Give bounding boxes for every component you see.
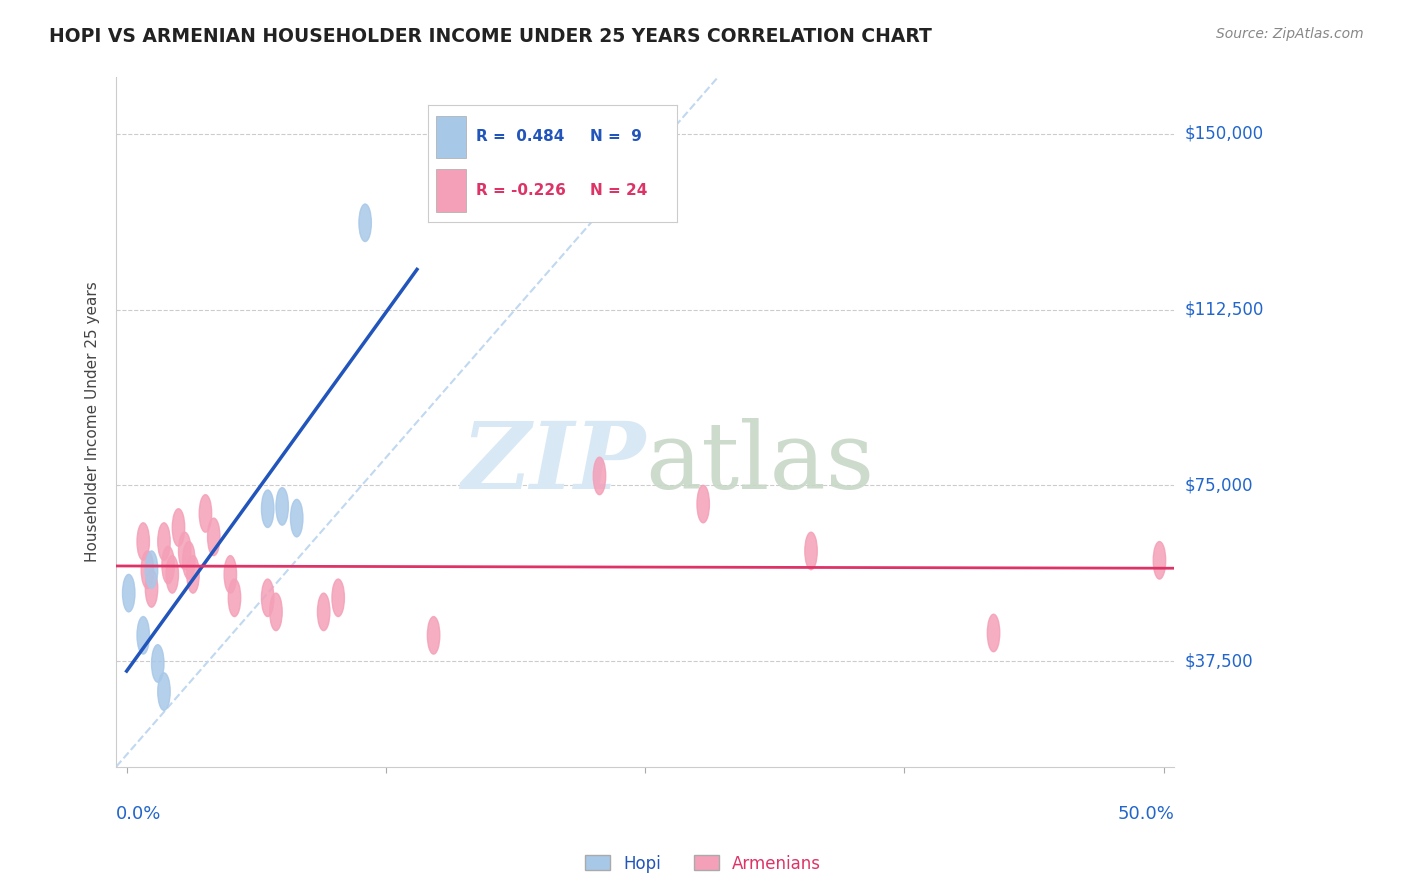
Ellipse shape	[145, 551, 157, 589]
Ellipse shape	[262, 490, 274, 527]
Ellipse shape	[162, 546, 174, 583]
Ellipse shape	[122, 574, 135, 612]
Ellipse shape	[183, 541, 195, 579]
Ellipse shape	[224, 556, 236, 593]
Ellipse shape	[270, 593, 283, 631]
Ellipse shape	[187, 556, 200, 593]
Text: Source: ZipAtlas.com: Source: ZipAtlas.com	[1216, 27, 1364, 41]
Ellipse shape	[208, 518, 219, 556]
Ellipse shape	[804, 533, 817, 570]
Ellipse shape	[291, 500, 302, 537]
Ellipse shape	[157, 523, 170, 560]
Ellipse shape	[276, 488, 288, 525]
Text: atlas: atlas	[645, 418, 875, 508]
Legend: Hopi, Armenians: Hopi, Armenians	[578, 848, 828, 880]
Ellipse shape	[332, 579, 344, 616]
Text: $37,500: $37,500	[1185, 652, 1254, 670]
Ellipse shape	[145, 570, 157, 607]
Text: ZIP: ZIP	[461, 418, 645, 508]
Ellipse shape	[157, 673, 170, 710]
Text: $75,000: $75,000	[1185, 476, 1254, 494]
Ellipse shape	[179, 533, 191, 570]
Ellipse shape	[987, 615, 1000, 652]
Ellipse shape	[136, 523, 149, 560]
Ellipse shape	[359, 204, 371, 242]
Text: $150,000: $150,000	[1185, 125, 1264, 143]
Ellipse shape	[593, 458, 606, 495]
Text: $112,500: $112,500	[1185, 301, 1264, 318]
Ellipse shape	[136, 616, 149, 654]
Ellipse shape	[200, 495, 212, 533]
Ellipse shape	[141, 551, 153, 589]
Text: 0.0%: 0.0%	[117, 805, 162, 823]
Y-axis label: Householder Income Under 25 years: Householder Income Under 25 years	[86, 282, 100, 562]
Ellipse shape	[173, 508, 184, 546]
Text: 50.0%: 50.0%	[1118, 805, 1174, 823]
Ellipse shape	[166, 556, 179, 593]
Ellipse shape	[697, 485, 710, 523]
Ellipse shape	[1153, 541, 1166, 579]
Ellipse shape	[318, 593, 330, 631]
Text: HOPI VS ARMENIAN HOUSEHOLDER INCOME UNDER 25 YEARS CORRELATION CHART: HOPI VS ARMENIAN HOUSEHOLDER INCOME UNDE…	[49, 27, 932, 45]
Ellipse shape	[262, 579, 274, 616]
Ellipse shape	[152, 645, 165, 682]
Ellipse shape	[427, 616, 440, 654]
Ellipse shape	[228, 579, 240, 616]
